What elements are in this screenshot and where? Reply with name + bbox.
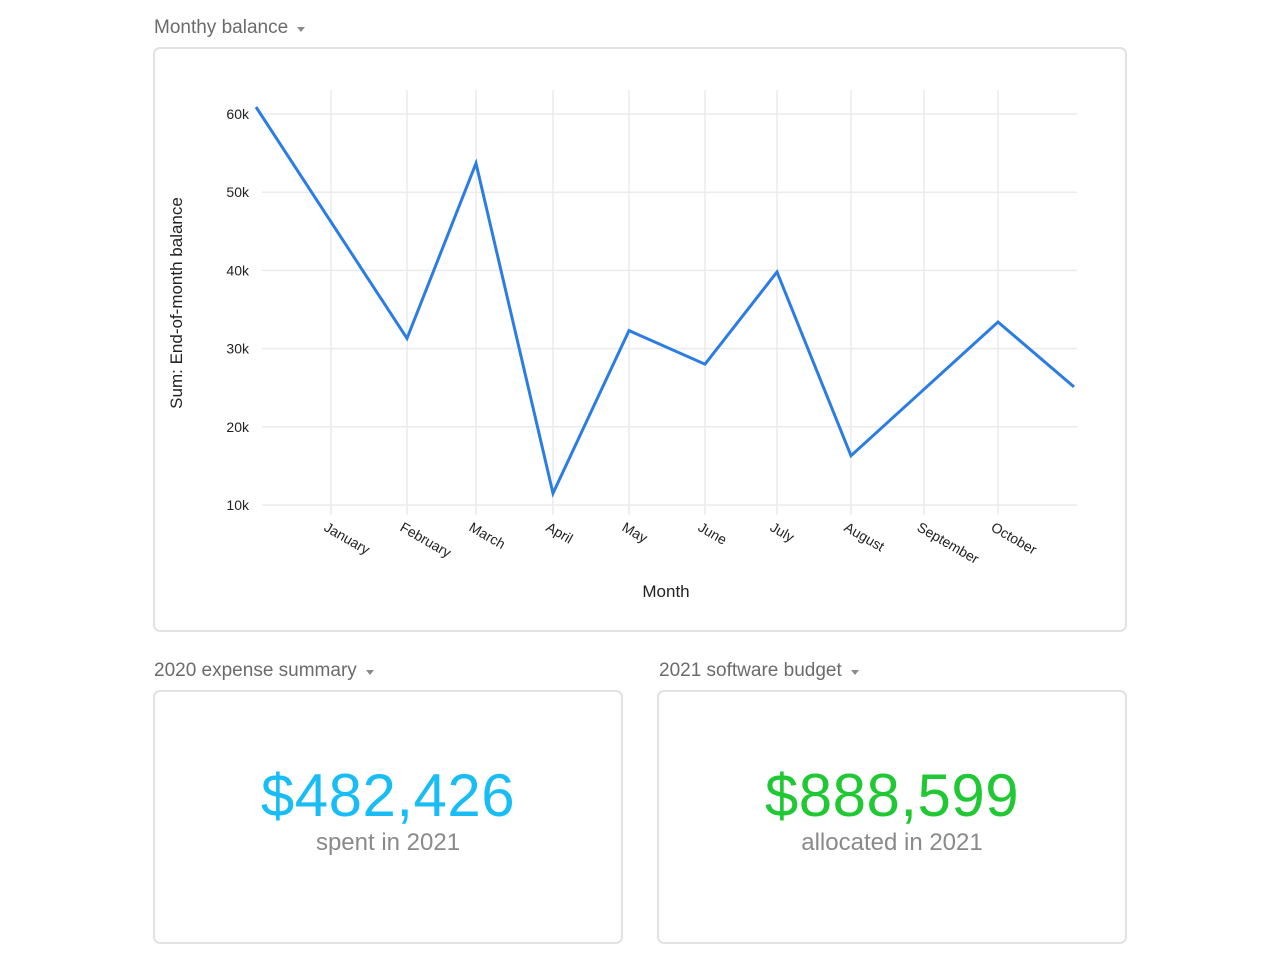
kpi-value: $482,426 [260,762,516,829]
x-tick-label: July [768,519,798,545]
y-axis-title: Sum: End-of-month balance [167,197,186,409]
kpi1-title-label: 2020 expense summary [154,660,357,681]
software-budget-card: $888,599 allocated in 2021 [657,690,1127,944]
x-axis-tick-labels: January February March April May June July Augu… [322,519,1040,567]
y-tick-label: 60k [226,106,250,122]
chart-title-label: Monthy balance [154,17,289,38]
x-tick-label: March [467,519,509,552]
chevron-down-icon[interactable] [297,26,306,32]
chart-section-title[interactable]: Monthy balance [154,17,306,39]
chart-card: 60k 50k 40k 30k 20k 10k January February March A… [153,47,1127,632]
x-tick-label: May [620,519,651,546]
expense-summary-card: $482,426 spent in 2021 [153,690,623,944]
y-tick-label: 50k [226,184,250,200]
x-axis-title: Month [642,582,689,601]
kpi-value: $888,599 [764,762,1020,829]
kpi-caption: spent in 2021 [315,829,461,856]
x-tick-label: February [398,519,455,561]
horizontal-gridlines [262,113,1077,506]
y-axis-tick-labels: 60k 50k 40k 30k 20k 10k [226,106,250,513]
balance-series-line [254,106,1075,498]
y-tick-label: 40k [226,262,250,278]
x-tick-label: August [842,519,888,555]
y-tick-label: 10k [226,497,250,513]
kpi-caption: allocated in 2021 [801,829,983,856]
kpi2-section-title[interactable]: 2021 software budget [659,660,859,682]
x-tick-label: April [544,519,576,547]
kpi2-title-label: 2021 software budget [659,660,842,681]
line-chart: 60k 50k 40k 30k 20k 10k January February March A… [167,90,1077,601]
chevron-down-icon[interactable] [850,669,859,675]
x-tick-label: October [989,519,1040,558]
kpi1-section-title[interactable]: 2020 expense summary [154,660,374,682]
y-tick-label: 30k [226,341,250,357]
vertical-gridlines [330,90,999,515]
x-tick-label: January [322,519,373,558]
y-tick-label: 20k [226,419,250,435]
chevron-down-icon[interactable] [365,669,374,675]
x-tick-label: September [915,519,983,567]
x-tick-label: June [696,519,730,548]
